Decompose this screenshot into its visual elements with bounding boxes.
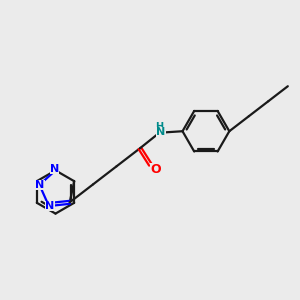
Text: O: O — [151, 163, 161, 176]
Text: N: N — [45, 201, 55, 211]
Text: N: N — [35, 180, 45, 190]
Text: N: N — [156, 127, 166, 137]
Text: H: H — [155, 122, 163, 132]
Text: N: N — [50, 164, 59, 174]
